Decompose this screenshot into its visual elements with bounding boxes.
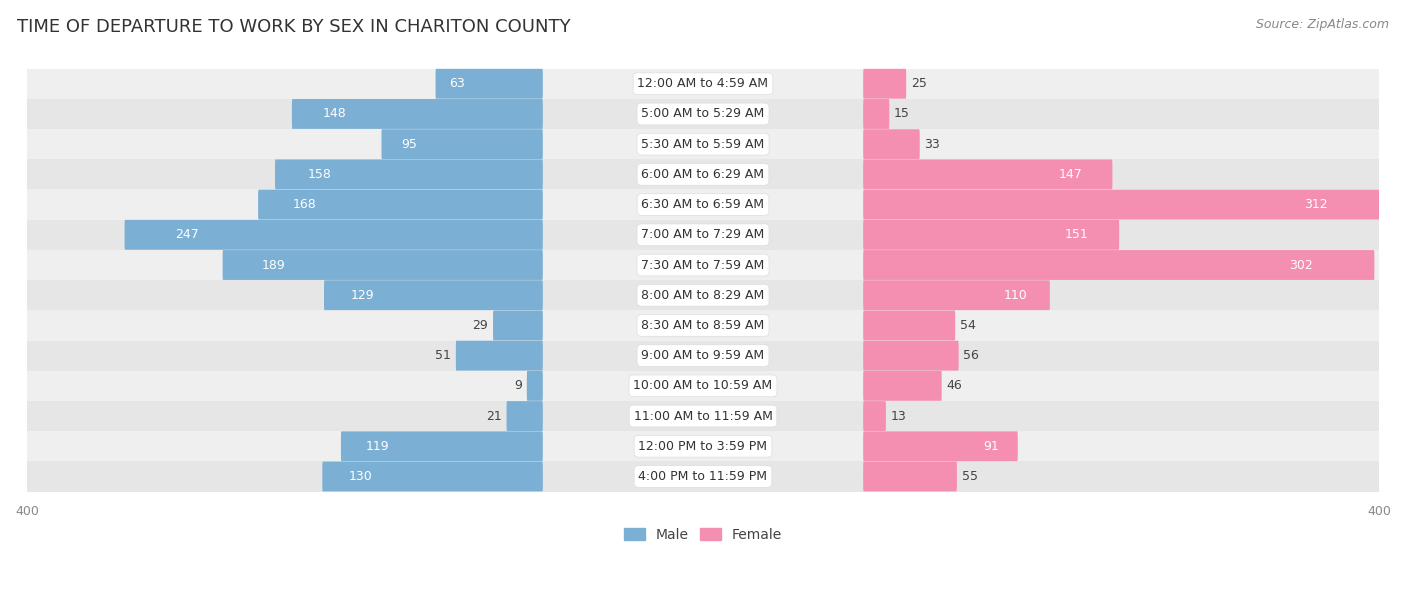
Text: 5:00 AM to 5:29 AM: 5:00 AM to 5:29 AM xyxy=(641,108,765,120)
Text: 6:30 AM to 6:59 AM: 6:30 AM to 6:59 AM xyxy=(641,198,765,211)
Bar xyxy=(27,340,1379,371)
FancyBboxPatch shape xyxy=(863,99,890,129)
FancyBboxPatch shape xyxy=(863,159,1112,189)
Bar xyxy=(27,371,1379,401)
Text: 148: 148 xyxy=(322,108,346,120)
FancyBboxPatch shape xyxy=(322,462,543,491)
Text: 56: 56 xyxy=(963,349,979,362)
Text: 147: 147 xyxy=(1059,168,1083,181)
Bar xyxy=(27,220,1379,250)
Text: 312: 312 xyxy=(1303,198,1327,211)
FancyBboxPatch shape xyxy=(276,159,543,189)
Text: 33: 33 xyxy=(924,137,941,151)
FancyBboxPatch shape xyxy=(863,129,920,159)
Text: 63: 63 xyxy=(449,77,464,90)
Text: 129: 129 xyxy=(350,289,374,302)
Text: 4:00 PM to 11:59 PM: 4:00 PM to 11:59 PM xyxy=(638,470,768,483)
Text: TIME OF DEPARTURE TO WORK BY SEX IN CHARITON COUNTY: TIME OF DEPARTURE TO WORK BY SEX IN CHAR… xyxy=(17,18,571,36)
Bar xyxy=(27,431,1379,461)
FancyBboxPatch shape xyxy=(863,69,907,99)
Bar xyxy=(27,461,1379,491)
FancyBboxPatch shape xyxy=(222,250,543,280)
Bar xyxy=(27,280,1379,311)
FancyBboxPatch shape xyxy=(863,280,1050,310)
FancyBboxPatch shape xyxy=(340,431,543,461)
Text: 13: 13 xyxy=(890,409,907,422)
FancyBboxPatch shape xyxy=(436,69,543,99)
Text: 119: 119 xyxy=(366,440,389,453)
Text: 12:00 AM to 4:59 AM: 12:00 AM to 4:59 AM xyxy=(637,77,769,90)
Text: 8:30 AM to 8:59 AM: 8:30 AM to 8:59 AM xyxy=(641,319,765,332)
Text: 55: 55 xyxy=(962,470,977,483)
FancyBboxPatch shape xyxy=(863,190,1392,220)
Text: 9:00 AM to 9:59 AM: 9:00 AM to 9:59 AM xyxy=(641,349,765,362)
Text: 12:00 PM to 3:59 PM: 12:00 PM to 3:59 PM xyxy=(638,440,768,453)
Text: 130: 130 xyxy=(349,470,373,483)
Text: 25: 25 xyxy=(911,77,927,90)
FancyBboxPatch shape xyxy=(863,431,1018,461)
Text: 158: 158 xyxy=(308,168,332,181)
Bar xyxy=(27,68,1379,99)
Text: 110: 110 xyxy=(1004,289,1028,302)
FancyBboxPatch shape xyxy=(863,250,1375,280)
Text: 5:30 AM to 5:59 AM: 5:30 AM to 5:59 AM xyxy=(641,137,765,151)
FancyBboxPatch shape xyxy=(863,220,1119,250)
Text: 9: 9 xyxy=(515,380,522,392)
FancyBboxPatch shape xyxy=(125,220,543,250)
Text: 95: 95 xyxy=(401,137,418,151)
FancyBboxPatch shape xyxy=(494,311,543,340)
FancyBboxPatch shape xyxy=(863,311,955,340)
Text: 151: 151 xyxy=(1064,228,1088,242)
Text: 247: 247 xyxy=(176,228,198,242)
FancyBboxPatch shape xyxy=(456,341,543,371)
FancyBboxPatch shape xyxy=(506,401,543,431)
Bar xyxy=(27,250,1379,280)
Text: 168: 168 xyxy=(292,198,316,211)
Text: 11:00 AM to 11:59 AM: 11:00 AM to 11:59 AM xyxy=(634,409,772,422)
FancyBboxPatch shape xyxy=(292,99,543,129)
Text: 189: 189 xyxy=(262,258,285,271)
FancyBboxPatch shape xyxy=(259,190,543,220)
FancyBboxPatch shape xyxy=(381,129,543,159)
FancyBboxPatch shape xyxy=(323,280,543,310)
Text: 91: 91 xyxy=(983,440,998,453)
Bar xyxy=(27,159,1379,189)
FancyBboxPatch shape xyxy=(527,371,543,401)
Text: 7:30 AM to 7:59 AM: 7:30 AM to 7:59 AM xyxy=(641,258,765,271)
FancyBboxPatch shape xyxy=(863,401,886,431)
FancyBboxPatch shape xyxy=(863,341,959,371)
Text: 15: 15 xyxy=(894,108,910,120)
Text: 8:00 AM to 8:29 AM: 8:00 AM to 8:29 AM xyxy=(641,289,765,302)
Bar xyxy=(27,401,1379,431)
Text: 21: 21 xyxy=(486,409,502,422)
Bar xyxy=(27,189,1379,220)
Text: 29: 29 xyxy=(472,319,488,332)
Bar xyxy=(27,99,1379,129)
FancyBboxPatch shape xyxy=(863,462,957,491)
Legend: Male, Female: Male, Female xyxy=(619,522,787,547)
FancyBboxPatch shape xyxy=(863,371,942,401)
Bar xyxy=(27,311,1379,340)
Bar xyxy=(27,129,1379,159)
Text: 302: 302 xyxy=(1289,258,1313,271)
Text: 7:00 AM to 7:29 AM: 7:00 AM to 7:29 AM xyxy=(641,228,765,242)
Text: 6:00 AM to 6:29 AM: 6:00 AM to 6:29 AM xyxy=(641,168,765,181)
Text: 46: 46 xyxy=(946,380,962,392)
Text: 54: 54 xyxy=(960,319,976,332)
Text: 51: 51 xyxy=(436,349,451,362)
Text: 10:00 AM to 10:59 AM: 10:00 AM to 10:59 AM xyxy=(634,380,772,392)
Text: Source: ZipAtlas.com: Source: ZipAtlas.com xyxy=(1256,18,1389,31)
